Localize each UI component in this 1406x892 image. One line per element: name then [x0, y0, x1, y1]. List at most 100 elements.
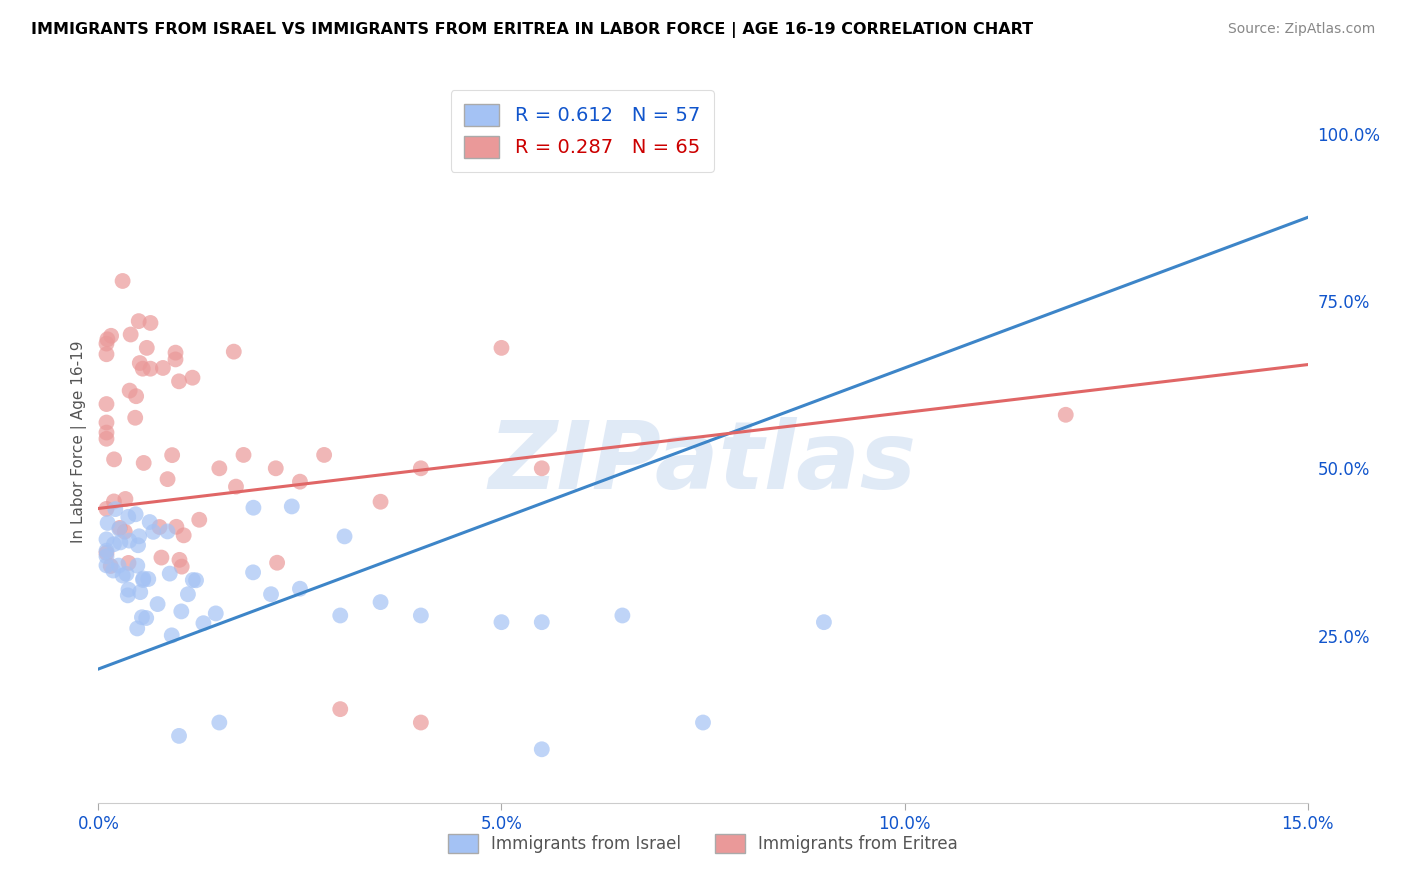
Point: [117, 556, 139, 570]
Point: [96, 425, 118, 440]
Point: [135, 341, 157, 355]
Point: [103, 494, 125, 508]
Point: [329, 608, 352, 623]
Point: [111, 568, 134, 582]
Point: [491, 341, 513, 355]
Point: [104, 502, 127, 516]
Text: Source: ZipAtlas.com: Source: ZipAtlas.com: [1227, 22, 1375, 37]
Point: [242, 500, 264, 515]
Point: [160, 628, 183, 642]
Point: [114, 491, 136, 506]
Point: [530, 461, 553, 475]
Point: [127, 622, 149, 636]
Point: [96, 549, 118, 564]
Point: [188, 513, 211, 527]
Point: [115, 566, 138, 581]
Point: [225, 480, 247, 494]
Point: [108, 522, 131, 536]
Point: [96, 543, 118, 558]
Point: [127, 538, 149, 552]
Point: [177, 587, 200, 601]
Point: [96, 416, 118, 430]
Point: [125, 389, 148, 403]
Point: [138, 515, 160, 529]
Point: [139, 316, 162, 330]
Point: [132, 361, 155, 376]
Point: [118, 384, 141, 398]
Point: [96, 336, 118, 351]
Point: [103, 452, 125, 467]
Point: [103, 537, 125, 551]
Point: [370, 595, 392, 609]
Point: [118, 533, 141, 548]
Point: [222, 344, 245, 359]
Point: [167, 375, 190, 389]
Point: [181, 370, 204, 384]
Point: [409, 461, 432, 475]
Point: [242, 566, 264, 580]
Point: [135, 611, 157, 625]
Point: [159, 566, 181, 581]
Point: [329, 702, 352, 716]
Point: [96, 432, 118, 446]
Point: [129, 585, 152, 599]
Point: [127, 558, 149, 573]
Point: [156, 472, 179, 486]
Point: [409, 608, 432, 623]
Point: [160, 448, 183, 462]
Point: [117, 588, 139, 602]
Point: [612, 608, 634, 623]
Point: [131, 610, 153, 624]
Point: [530, 615, 553, 630]
Point: [114, 524, 136, 539]
Y-axis label: In Labor Force | Age 16-19: In Labor Force | Age 16-19: [72, 340, 87, 543]
Point: [128, 529, 150, 543]
Point: [132, 572, 155, 586]
Point: [128, 356, 150, 370]
Point: [193, 616, 215, 631]
Text: ZIPatlas: ZIPatlas: [489, 417, 917, 509]
Point: [96, 558, 118, 573]
Point: [117, 509, 139, 524]
Point: [370, 494, 392, 508]
Point: [208, 461, 231, 475]
Point: [120, 327, 142, 342]
Point: [692, 715, 714, 730]
Point: [181, 573, 204, 587]
Point: [150, 550, 173, 565]
Point: [97, 516, 120, 530]
Point: [100, 559, 122, 574]
Point: [96, 501, 118, 516]
Legend: Immigrants from Israel, Immigrants from Eritrea: Immigrants from Israel, Immigrants from …: [441, 827, 965, 860]
Point: [156, 524, 179, 539]
Point: [491, 615, 513, 630]
Point: [184, 574, 207, 588]
Point: [152, 361, 174, 376]
Point: [124, 508, 146, 522]
Point: [96, 546, 118, 560]
Point: [165, 345, 187, 359]
Point: [132, 573, 155, 587]
Point: [96, 332, 118, 346]
Point: [139, 361, 162, 376]
Point: [409, 715, 432, 730]
Text: IMMIGRANTS FROM ISRAEL VS IMMIGRANTS FROM ERITREA IN LABOR FORCE | AGE 16-19 COR: IMMIGRANTS FROM ISRAEL VS IMMIGRANTS FRO…: [31, 22, 1033, 38]
Point: [103, 564, 125, 578]
Point: [170, 604, 193, 618]
Point: [142, 524, 165, 539]
Point: [260, 587, 283, 601]
Point: [146, 597, 169, 611]
Point: [173, 528, 195, 542]
Point: [165, 520, 187, 534]
Point: [148, 520, 170, 534]
Point: [128, 314, 150, 328]
Point: [96, 533, 118, 547]
Point: [169, 553, 191, 567]
Point: [110, 535, 132, 549]
Point: [136, 572, 159, 586]
Point: [813, 615, 835, 630]
Point: [530, 742, 553, 756]
Point: [281, 500, 304, 514]
Point: [124, 410, 146, 425]
Point: [170, 559, 193, 574]
